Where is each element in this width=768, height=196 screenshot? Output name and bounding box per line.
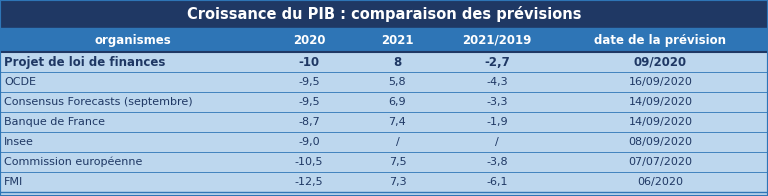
Text: 08/09/2020: 08/09/2020 [628, 137, 693, 147]
Text: 14/09/2020: 14/09/2020 [628, 117, 693, 127]
Text: 09/2020: 09/2020 [634, 55, 687, 68]
Text: -10: -10 [299, 55, 319, 68]
Text: -10,5: -10,5 [295, 157, 323, 167]
Text: Commission européenne: Commission européenne [4, 157, 142, 167]
Text: -9,0: -9,0 [298, 137, 320, 147]
Text: -2,7: -2,7 [485, 55, 510, 68]
Text: -9,5: -9,5 [298, 77, 320, 87]
Text: 14/09/2020: 14/09/2020 [628, 97, 693, 107]
Bar [0, 72, 768, 92]
Text: 7,5: 7,5 [389, 157, 406, 167]
Text: Banque de France: Banque de France [4, 117, 105, 127]
Text: -9,5: -9,5 [298, 97, 320, 107]
Text: 2020: 2020 [293, 34, 326, 46]
Text: 06/2020: 06/2020 [637, 177, 684, 187]
Text: FMI: FMI [4, 177, 23, 187]
Text: 8: 8 [393, 55, 402, 68]
Bar [0, 172, 768, 192]
Bar [0, 92, 768, 112]
Text: Insee: Insee [4, 137, 34, 147]
Text: Consensus Forecasts (septembre): Consensus Forecasts (septembre) [4, 97, 193, 107]
Bar [0, 152, 768, 172]
Text: 07/07/2020: 07/07/2020 [628, 157, 693, 167]
Text: -3,8: -3,8 [486, 157, 508, 167]
Text: 16/09/2020: 16/09/2020 [628, 77, 693, 87]
Text: /: / [495, 137, 499, 147]
Text: -1,9: -1,9 [486, 117, 508, 127]
Bar [0, 112, 768, 132]
Text: -6,1: -6,1 [487, 177, 508, 187]
Bar [0, 28, 768, 52]
Text: date de la prévision: date de la prévision [594, 34, 727, 46]
Text: 5,8: 5,8 [389, 77, 406, 87]
Bar [0, 0, 768, 28]
Text: -3,3: -3,3 [487, 97, 508, 107]
Bar [0, 132, 768, 152]
Text: Projet de loi de finances: Projet de loi de finances [4, 55, 165, 68]
Text: 2021: 2021 [381, 34, 414, 46]
Text: -8,7: -8,7 [298, 117, 320, 127]
Text: Croissance du PIB : comparaison des prévisions: Croissance du PIB : comparaison des prév… [187, 6, 581, 22]
Bar [0, 52, 768, 72]
Text: -12,5: -12,5 [295, 177, 323, 187]
Text: 7,4: 7,4 [389, 117, 406, 127]
Text: -4,3: -4,3 [486, 77, 508, 87]
Text: /: / [396, 137, 399, 147]
Text: 6,9: 6,9 [389, 97, 406, 107]
Text: OCDE: OCDE [4, 77, 36, 87]
Text: 2021/2019: 2021/2019 [462, 34, 532, 46]
Text: organismes: organismes [94, 34, 170, 46]
Text: 7,3: 7,3 [389, 177, 406, 187]
